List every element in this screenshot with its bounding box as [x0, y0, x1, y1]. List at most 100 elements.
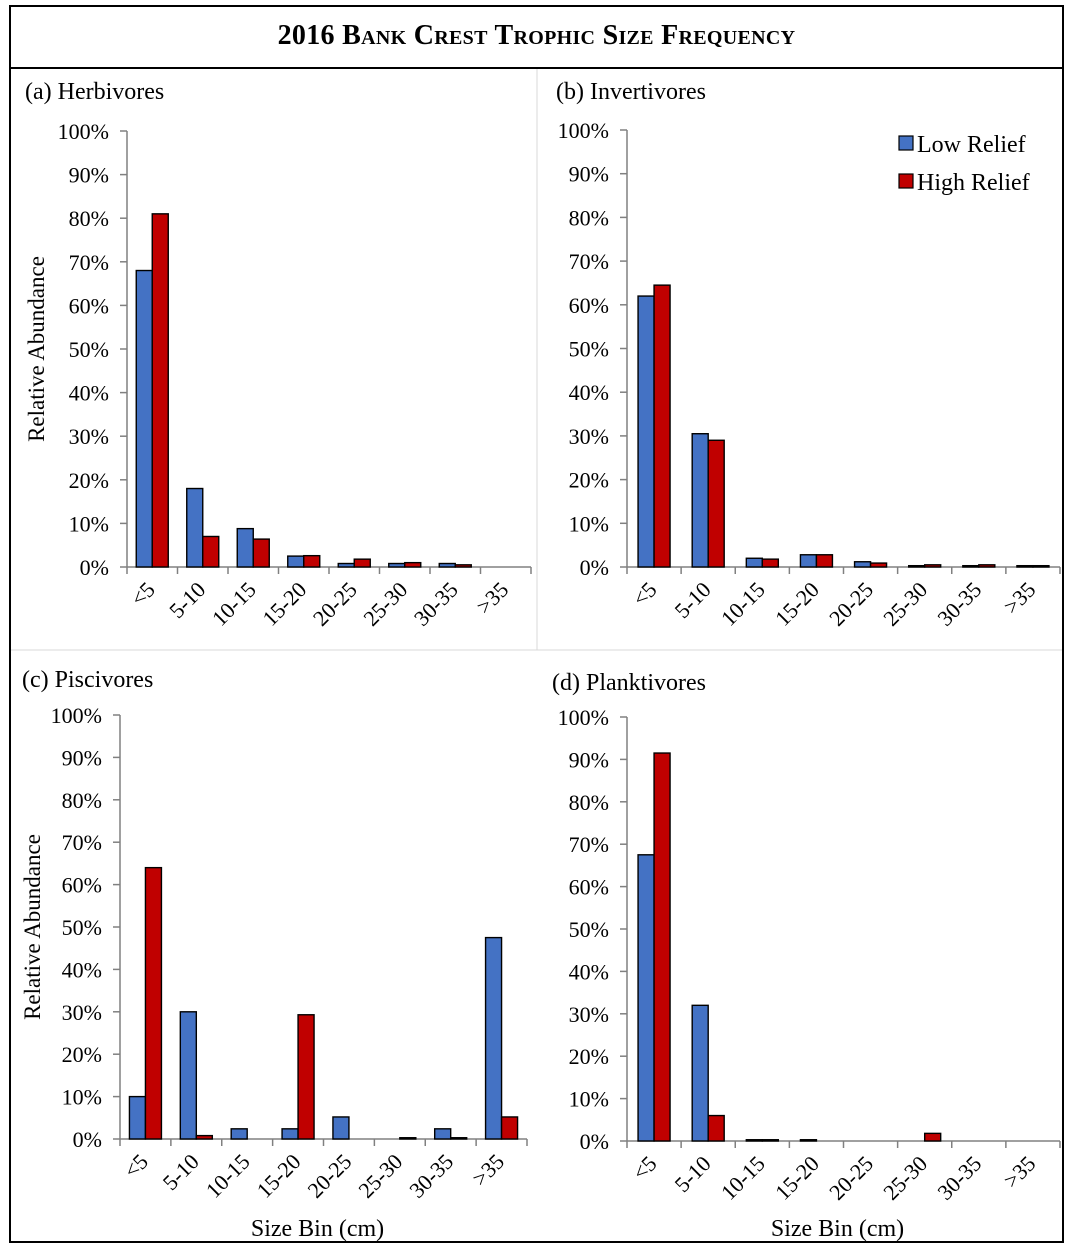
bar-low-relief-10-15 — [745, 557, 764, 568]
y-tick-label: 60% — [569, 293, 609, 318]
bar-low-relief-20-25 — [853, 561, 872, 568]
y-axis-label: Relative Abundance — [20, 834, 45, 1020]
x-tick-label: 10-15 — [207, 577, 261, 631]
chart-panel-3: (c) Piscivores 0% 10% 20% 30% 40% 50% 60% 70% 80%… — [20, 667, 528, 1242]
y-tick-label: 20% — [62, 1042, 102, 1067]
bar-low-relief-15-20 — [799, 1139, 818, 1142]
y-tick-label: 100% — [51, 703, 102, 728]
bar-high-relief-15-20 — [303, 554, 321, 568]
x-tick-label: 10-15 — [201, 1149, 255, 1203]
bar-low-relief-<5 — [637, 854, 655, 1142]
y-tick-label: 20% — [69, 468, 109, 493]
y-tick-label: 20% — [569, 468, 609, 493]
x-axis-label: Size Bin (cm) — [251, 1216, 384, 1242]
y-tick-label: 40% — [569, 959, 609, 984]
bar-low-relief-25-30 — [388, 562, 406, 568]
x-tick-label: 15-20 — [257, 577, 311, 631]
bar-high-relief-10-15 — [252, 538, 270, 568]
bar-high-relief-10-15 — [761, 558, 780, 568]
x-tick-label: 5-10 — [670, 1151, 716, 1197]
bar-low-relief-30-35 — [438, 562, 456, 568]
x-tick-label: 20-25 — [303, 1149, 357, 1203]
y-axis-label: Relative Abundance — [24, 256, 49, 442]
y-tick-label: 80% — [62, 788, 102, 813]
bar-low-relief-5-10 — [186, 487, 204, 568]
bar-low-relief-<5 — [135, 269, 153, 568]
x-tick-label: 5-10 — [670, 577, 716, 623]
y-tick-label: 20% — [569, 1044, 609, 1069]
bar-low-relief-10-15 — [745, 1139, 764, 1142]
y-tick-label: 30% — [62, 1000, 102, 1025]
bar-high-relief-30-35 — [978, 564, 996, 568]
bar-high-relief-30-35 — [449, 1137, 468, 1140]
bar-low-relief-20-25 — [337, 562, 355, 568]
x-tick-label: 25-30 — [878, 1151, 932, 1205]
x-tick-label: 25-30 — [358, 577, 412, 631]
bar-low-relief-20-25 — [332, 1116, 350, 1140]
panel-title: (a) Herbivores — [25, 79, 164, 105]
bar-low-relief-5-10 — [179, 1011, 198, 1140]
chart-panel-1: (a) Herbivores 0% 10% 20% 30% 40% 50% 60% 70% 80%… — [24, 79, 532, 631]
y-tick-label: 0% — [580, 1129, 609, 1154]
bar-low-relief->35 — [484, 936, 503, 1140]
panel-title: (c) Piscivores — [22, 667, 153, 693]
x-tick-label: >35 — [998, 577, 1040, 619]
bar-high-relief->35 — [1032, 564, 1050, 568]
bar-high-relief-20-25 — [869, 562, 888, 568]
y-tick-label: 70% — [569, 832, 609, 857]
y-tick-label: 100% — [58, 119, 109, 144]
y-tick-label: 10% — [569, 511, 609, 536]
x-tick-label: <5 — [119, 1149, 153, 1183]
y-tick-label: 50% — [569, 337, 609, 362]
bar-high-relief-5-10 — [202, 535, 220, 568]
y-tick-label: 100% — [558, 118, 609, 143]
bar-low-relief-15-20 — [281, 1128, 299, 1140]
figure-frame — [9, 5, 1064, 1243]
bar-high-relief-15-20 — [815, 554, 834, 568]
y-tick-label: 0% — [73, 1127, 102, 1152]
y-tick-label: 60% — [69, 293, 109, 318]
y-tick-label: 40% — [62, 957, 102, 982]
bar-high-relief-<5 — [653, 752, 671, 1142]
bar-high-relief-5-10 — [707, 439, 725, 568]
x-tick-label: 30-35 — [932, 1151, 986, 1205]
chart-panel-2: (b) Invertivores 0% 10% 20% 30% 40% 50% 60% 70% 8… — [556, 79, 1061, 631]
y-tick-label: 30% — [569, 424, 609, 449]
bar-high-relief-<5 — [653, 284, 671, 568]
bar-low-relief-<5 — [637, 295, 655, 568]
bar-low-relief-10-15 — [230, 1128, 248, 1140]
y-tick-label: 80% — [569, 205, 609, 230]
bar-low-relief-30-35 — [962, 564, 980, 568]
bar-high-relief-15-20 — [297, 1014, 315, 1140]
x-tick-label: 15-20 — [252, 1149, 306, 1203]
legend: Low Relief High Relief — [898, 132, 1030, 196]
x-tick-label: 15-20 — [770, 1151, 824, 1205]
bar-low-relief-10-15 — [236, 527, 254, 568]
bar-low-relief-15-20 — [799, 554, 818, 568]
y-tick-label: 30% — [569, 1002, 609, 1027]
y-tick-label: 60% — [62, 873, 102, 898]
legend-swatch — [898, 173, 914, 189]
y-tick-label: 10% — [69, 511, 109, 536]
y-tick-label: 90% — [569, 747, 609, 772]
x-tick-label: 10-15 — [716, 1151, 770, 1205]
bar-high-relief-25-30 — [404, 561, 422, 568]
bar-high-relief-25-30 — [923, 564, 942, 568]
bar-low-relief-15-20 — [287, 555, 305, 568]
figure-title: 2016 Bank Crest Trophic Size Frequency — [9, 5, 1064, 69]
x-tick-label: 30-35 — [409, 577, 463, 631]
x-tick-label: >35 — [998, 1151, 1040, 1193]
chart-panel-4: (d) Planktivores 0% 10% 20% 30% 40% 50% 60% 70% 8… — [552, 670, 1061, 1242]
bar-low-relief-5-10 — [691, 1004, 709, 1142]
y-tick-label: 100% — [558, 705, 609, 730]
x-tick-label: 20-25 — [824, 1151, 878, 1205]
y-tick-label: 40% — [69, 381, 109, 406]
bar-high-relief-20-25 — [353, 558, 371, 568]
x-tick-label: <5 — [126, 577, 160, 611]
y-tick-label: 30% — [69, 424, 109, 449]
y-tick-label: 70% — [69, 250, 109, 275]
y-tick-label: 80% — [69, 206, 109, 231]
bar-high-relief-<5 — [144, 866, 163, 1140]
y-tick-label: 10% — [62, 1085, 102, 1110]
